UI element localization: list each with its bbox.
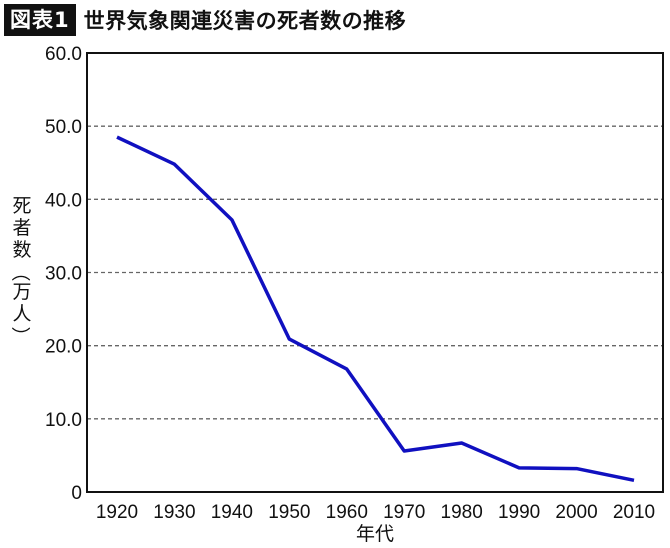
x-tick-label: 1950	[268, 502, 310, 523]
y-tick-label: 60.0	[45, 44, 82, 65]
x-axis-title: 年代	[356, 523, 394, 545]
x-tick-label: 2010	[613, 502, 655, 523]
y-tick-label: 50.0	[45, 117, 82, 138]
y-axis-title-char: （	[9, 262, 31, 281]
figure-header: 図表1 世界気象関連災害の死者数の推移	[4, 4, 406, 36]
x-axis-ticks: 1920 1930 1940 1950 1960 1970 1980 1990 2000 2010	[96, 502, 655, 523]
x-tick-label: 1990	[498, 502, 540, 523]
y-axis-title-char: 者	[12, 217, 31, 239]
x-tick-label: 1940	[211, 502, 253, 523]
y-axis-ticks: 0 10.0 20.0 30.0 40.0 50.0 60.0	[45, 44, 82, 504]
x-tick-label: 1960	[326, 502, 368, 523]
x-tick-label: 1920	[96, 502, 138, 523]
x-tick-label: 1980	[441, 502, 483, 523]
y-axis-title-char: 人	[12, 303, 31, 325]
x-tick-label: 1930	[153, 502, 195, 523]
figure-badge: 図表1	[4, 4, 76, 36]
gridlines	[87, 125, 663, 420]
deaths-line-series	[116, 135, 635, 483]
chart-title: 世界気象関連災害の死者数の推移	[83, 9, 407, 33]
x-tick-label: 1970	[383, 502, 425, 523]
plot-frame	[86, 52, 664, 493]
y-axis-title-char: 数	[12, 239, 31, 261]
y-tick-label: 40.0	[45, 190, 82, 211]
y-tick-label: 10.0	[45, 410, 82, 431]
y-axis-title-char: 万	[12, 281, 31, 303]
y-tick-label: 0	[71, 483, 82, 504]
y-tick-label: 30.0	[45, 264, 82, 285]
x-tick-label: 2000	[555, 502, 597, 523]
y-axis-title-char: ）	[9, 326, 31, 345]
y-axis-title-char: 死	[12, 195, 31, 217]
y-tick-label: 20.0	[45, 337, 82, 358]
y-axis-title: 死者数（万人）	[9, 195, 32, 346]
